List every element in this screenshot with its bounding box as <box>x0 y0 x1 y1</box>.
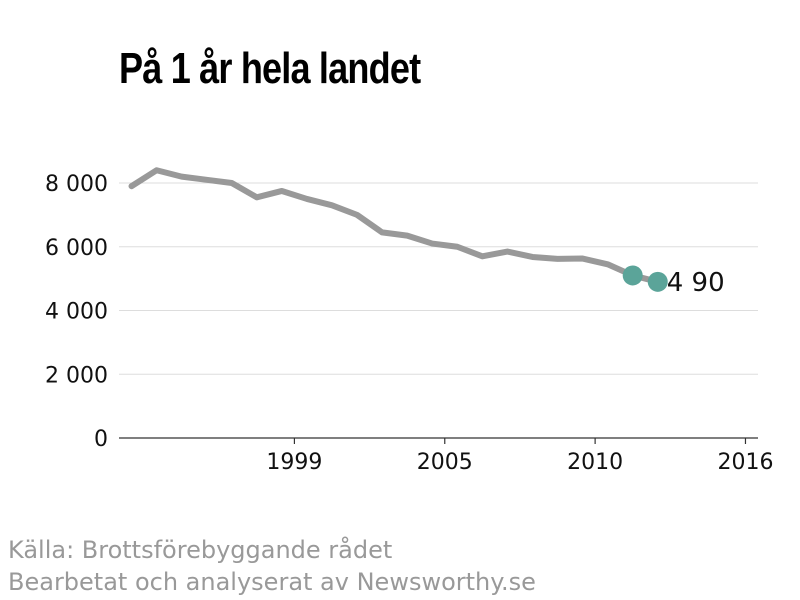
y-tick-label: 8 000 <box>45 172 108 197</box>
series-line <box>128 167 661 285</box>
x-tick-label: 2010 <box>567 450 623 475</box>
source-note: Källa: Brottsförebyggande rådet <box>8 536 393 564</box>
y-tick-label: 0 <box>94 427 108 452</box>
y-tick-label: 2 000 <box>45 363 108 388</box>
highlight-point <box>622 265 643 286</box>
highlight-point <box>647 271 668 292</box>
x-tick-labels: 1999 2005 2010 2016 <box>266 450 773 475</box>
x-tick-label: 2016 <box>717 450 773 475</box>
axes <box>119 437 758 444</box>
chart-title: På 1 år hela landet <box>119 44 421 93</box>
credit-note: Bearbetat och analyserat av Newsworthy.s… <box>8 568 536 596</box>
y-tick-label: 4 000 <box>45 300 108 325</box>
x-tick-label: 2005 <box>417 450 473 475</box>
y-tick-labels: 0 2 000 4 000 6 000 8 000 <box>45 172 108 452</box>
series-line-main <box>128 167 636 279</box>
y-tick-label: 6 000 <box>45 236 108 261</box>
highlight-points <box>622 265 668 292</box>
x-tick-label: 1999 <box>266 450 322 475</box>
end-value-label: 4 90 <box>667 268 725 298</box>
